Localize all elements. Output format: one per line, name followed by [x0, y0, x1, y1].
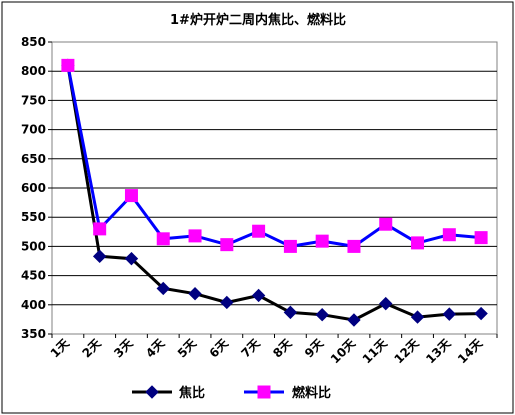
- data-point-series-1: [124, 251, 139, 266]
- data-point-series-1: [474, 306, 488, 321]
- data-point-series-2: [315, 234, 329, 248]
- data-point-series-1: [92, 249, 107, 264]
- data-point-series-2: [474, 231, 488, 245]
- data-point-series-1: [315, 308, 329, 322]
- data-point-series-1: [283, 305, 298, 320]
- data-point-series-1: [188, 286, 202, 301]
- data-point-series-2: [411, 236, 425, 250]
- y-tick-label: 850: [21, 35, 46, 49]
- data-point-series-1: [442, 307, 457, 321]
- legend-marker-series-1: [145, 385, 159, 399]
- legend-label-series-2: 燃料比: [292, 385, 331, 401]
- data-point-series-2: [283, 239, 297, 253]
- y-tick-label: 800: [21, 64, 46, 78]
- legend-marker-series-2: [257, 385, 271, 399]
- data-point-series-2: [156, 232, 170, 246]
- data-point-series-2: [379, 217, 393, 231]
- data-point-series-1: [156, 281, 170, 296]
- y-tick-label: 600: [21, 181, 46, 195]
- data-point-series-1: [410, 310, 425, 324]
- data-point-series-1: [251, 288, 266, 303]
- data-point-series-2: [347, 239, 361, 253]
- data-point-series-2: [252, 224, 266, 238]
- y-tick-label: 550: [21, 210, 46, 224]
- data-point-series-1: [220, 295, 234, 310]
- data-point-series-2: [188, 229, 202, 243]
- y-tick-label: 350: [21, 327, 46, 341]
- y-tick-label: 650: [21, 152, 46, 166]
- data-point-series-2: [93, 222, 107, 236]
- series: [61, 58, 488, 327]
- y-tick-label: 450: [21, 269, 46, 283]
- legend-label-series-1: 焦比: [178, 385, 205, 401]
- y-tick-label: 400: [21, 298, 46, 312]
- y-tick-label: 700: [21, 123, 46, 137]
- series-line-1: [66, 65, 482, 322]
- data-point-series-1: [347, 313, 361, 327]
- gridlines: [52, 70, 497, 306]
- y-tick-label: 750: [21, 93, 46, 107]
- chart-title: 1#炉开炉二周内焦比、燃料比: [170, 12, 346, 28]
- data-point-series-2: [220, 238, 234, 252]
- legend: 焦比 燃料比: [132, 385, 331, 401]
- y-tick-label: 500: [21, 239, 46, 253]
- data-point-series-1: [379, 296, 393, 311]
- data-point-series-2: [61, 58, 75, 72]
- data-point-series-2: [124, 189, 138, 203]
- y-axis: 350 400 450 500 550 600 650 700 750 800 850: [21, 35, 52, 341]
- data-point-series-2: [442, 228, 456, 242]
